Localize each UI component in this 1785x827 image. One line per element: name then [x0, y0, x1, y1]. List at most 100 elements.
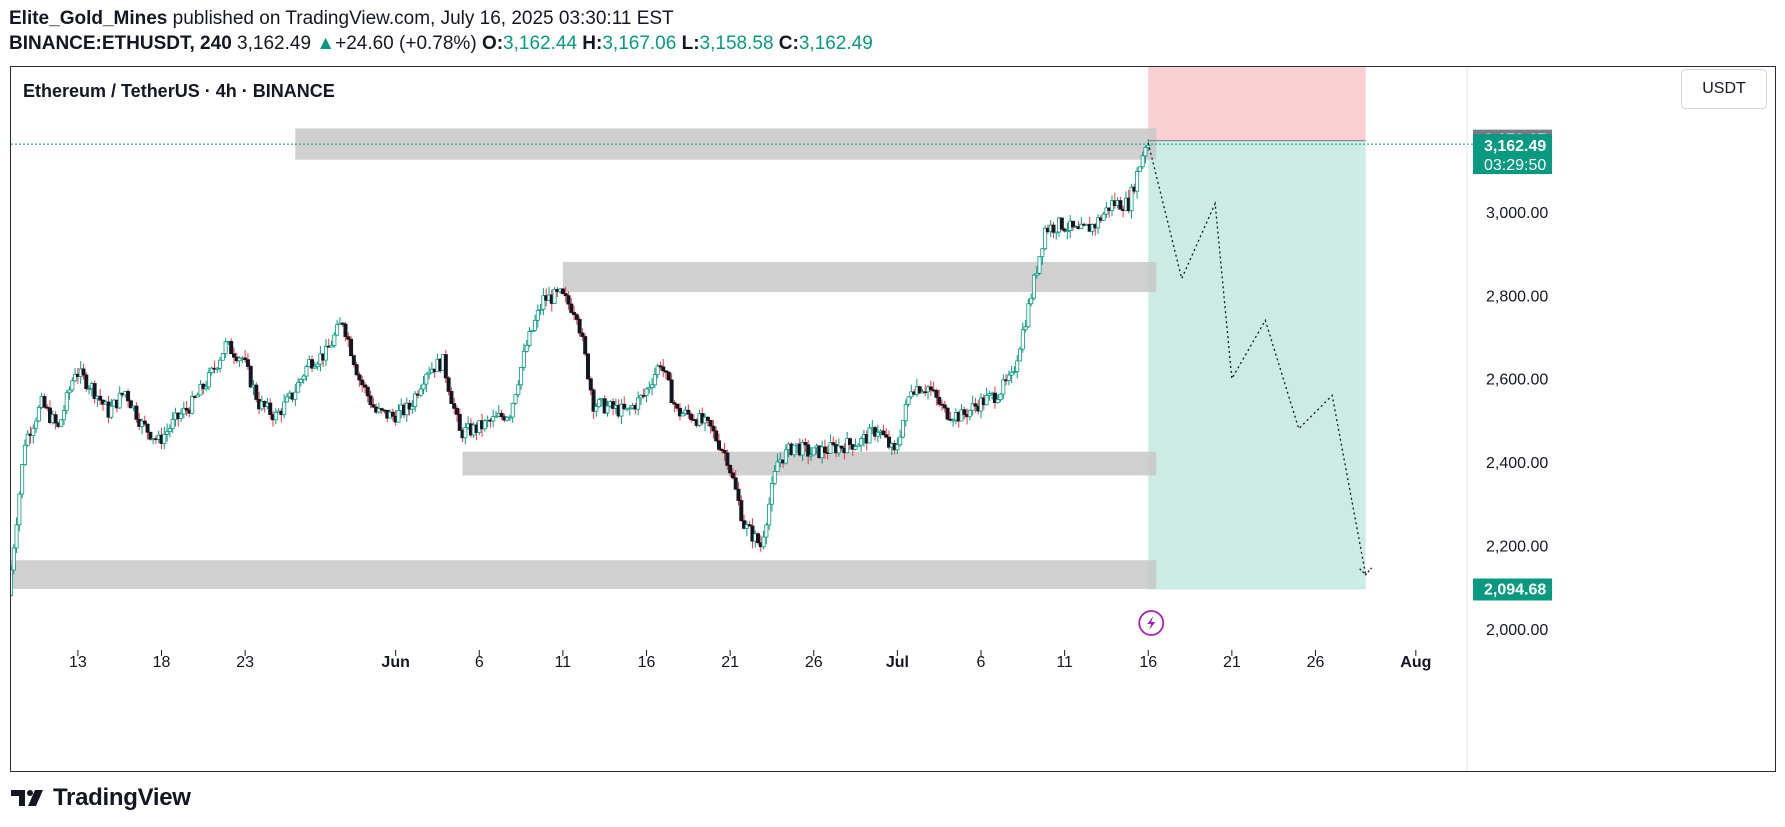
candle[interactable]	[711, 425, 716, 432]
candle[interactable]	[20, 464, 25, 495]
candle[interactable]	[368, 395, 373, 406]
candle[interactable]	[1001, 379, 1006, 395]
tradingview-logo[interactable]: TradingView	[9, 784, 191, 812]
candle[interactable]	[984, 395, 989, 406]
candle[interactable]	[934, 390, 939, 398]
candle[interactable]	[243, 357, 248, 361]
candle[interactable]	[541, 295, 546, 310]
candle[interactable]	[898, 436, 903, 446]
candle[interactable]	[1054, 231, 1059, 234]
candle[interactable]	[806, 444, 811, 457]
candle[interactable]	[875, 431, 880, 437]
candle[interactable]	[14, 524, 19, 549]
candle[interactable]	[767, 503, 772, 526]
candle[interactable]	[167, 428, 172, 432]
candle[interactable]	[1104, 207, 1109, 215]
candle[interactable]	[856, 444, 861, 447]
candle[interactable]	[530, 329, 535, 332]
candle[interactable]	[560, 288, 565, 294]
candle[interactable]	[747, 524, 752, 527]
candle[interactable]	[427, 372, 432, 375]
candle[interactable]	[1143, 147, 1148, 157]
candle[interactable]	[1018, 348, 1023, 362]
candle[interactable]	[675, 403, 680, 409]
candle[interactable]	[145, 423, 150, 433]
candle[interactable]	[379, 408, 384, 411]
candle[interactable]	[647, 386, 652, 390]
candle[interactable]	[800, 442, 805, 456]
candle[interactable]	[585, 353, 590, 380]
candle[interactable]	[923, 391, 928, 394]
candle[interactable]	[198, 383, 203, 396]
candle[interactable]	[81, 368, 86, 376]
price-zone[interactable]	[462, 451, 1157, 476]
candle[interactable]	[859, 438, 864, 446]
candle[interactable]	[903, 403, 908, 422]
candle[interactable]	[574, 314, 579, 320]
candle[interactable]	[967, 409, 972, 418]
candle[interactable]	[895, 444, 900, 451]
candle[interactable]	[661, 366, 666, 372]
candle[interactable]	[577, 319, 582, 334]
candle[interactable]	[268, 402, 273, 415]
candle[interactable]	[716, 440, 721, 450]
candle[interactable]	[218, 359, 223, 369]
candle[interactable]	[84, 374, 89, 390]
candle[interactable]	[873, 427, 878, 437]
candle[interactable]	[644, 388, 649, 396]
candle[interactable]	[365, 386, 370, 397]
candle[interactable]	[349, 338, 354, 357]
candle[interactable]	[410, 406, 415, 410]
candle[interactable]	[552, 289, 557, 304]
candle[interactable]	[36, 407, 41, 422]
candle[interactable]	[11, 569, 14, 597]
candle[interactable]	[220, 353, 225, 361]
candle[interactable]	[594, 406, 599, 412]
candle[interactable]	[962, 409, 967, 415]
candle[interactable]	[538, 308, 543, 311]
candle[interactable]	[491, 416, 496, 422]
candle[interactable]	[1059, 217, 1064, 230]
take-profit-zone[interactable]	[1148, 140, 1366, 590]
candle[interactable]	[245, 359, 250, 367]
candle[interactable]	[1009, 371, 1014, 376]
candle[interactable]	[463, 427, 468, 439]
candle[interactable]	[298, 378, 303, 383]
candle[interactable]	[179, 413, 184, 419]
candle[interactable]	[170, 419, 175, 430]
candle[interactable]	[315, 363, 320, 368]
candle[interactable]	[725, 452, 730, 466]
candle[interactable]	[569, 303, 574, 313]
candle[interactable]	[524, 344, 529, 352]
candle[interactable]	[736, 488, 741, 501]
candle[interactable]	[772, 471, 777, 484]
candle[interactable]	[206, 372, 211, 388]
price-zone[interactable]	[11, 560, 1157, 589]
candle[interactable]	[323, 345, 328, 361]
candle[interactable]	[418, 388, 423, 396]
candle[interactable]	[452, 403, 457, 409]
candle[interactable]	[942, 404, 947, 409]
candle[interactable]	[304, 366, 309, 377]
candle[interactable]	[722, 450, 727, 454]
candle[interactable]	[666, 371, 671, 381]
candle[interactable]	[59, 419, 64, 427]
candle[interactable]	[516, 384, 521, 396]
chart-frame[interactable]: 2,000.00 2,200.00 2,400.00 2,600.00 2,800.00…	[10, 66, 1776, 772]
price-chart[interactable]: 2,000.00 2,200.00 2,400.00 2,600.00 2,800.00…	[11, 67, 1775, 771]
candle[interactable]	[527, 331, 532, 346]
candle[interactable]	[229, 341, 234, 355]
candle[interactable]	[1029, 297, 1034, 305]
candle[interactable]	[371, 404, 376, 408]
candle[interactable]	[769, 483, 774, 505]
candle[interactable]	[340, 322, 345, 325]
candle[interactable]	[117, 392, 122, 409]
candle[interactable]	[655, 365, 660, 376]
candle[interactable]	[507, 416, 512, 419]
candle[interactable]	[959, 409, 964, 422]
candle[interactable]	[1006, 374, 1011, 381]
candle[interactable]	[627, 407, 632, 410]
currency-button[interactable]: USDT	[1681, 69, 1767, 109]
candle[interactable]	[190, 395, 195, 414]
candle[interactable]	[354, 364, 359, 376]
